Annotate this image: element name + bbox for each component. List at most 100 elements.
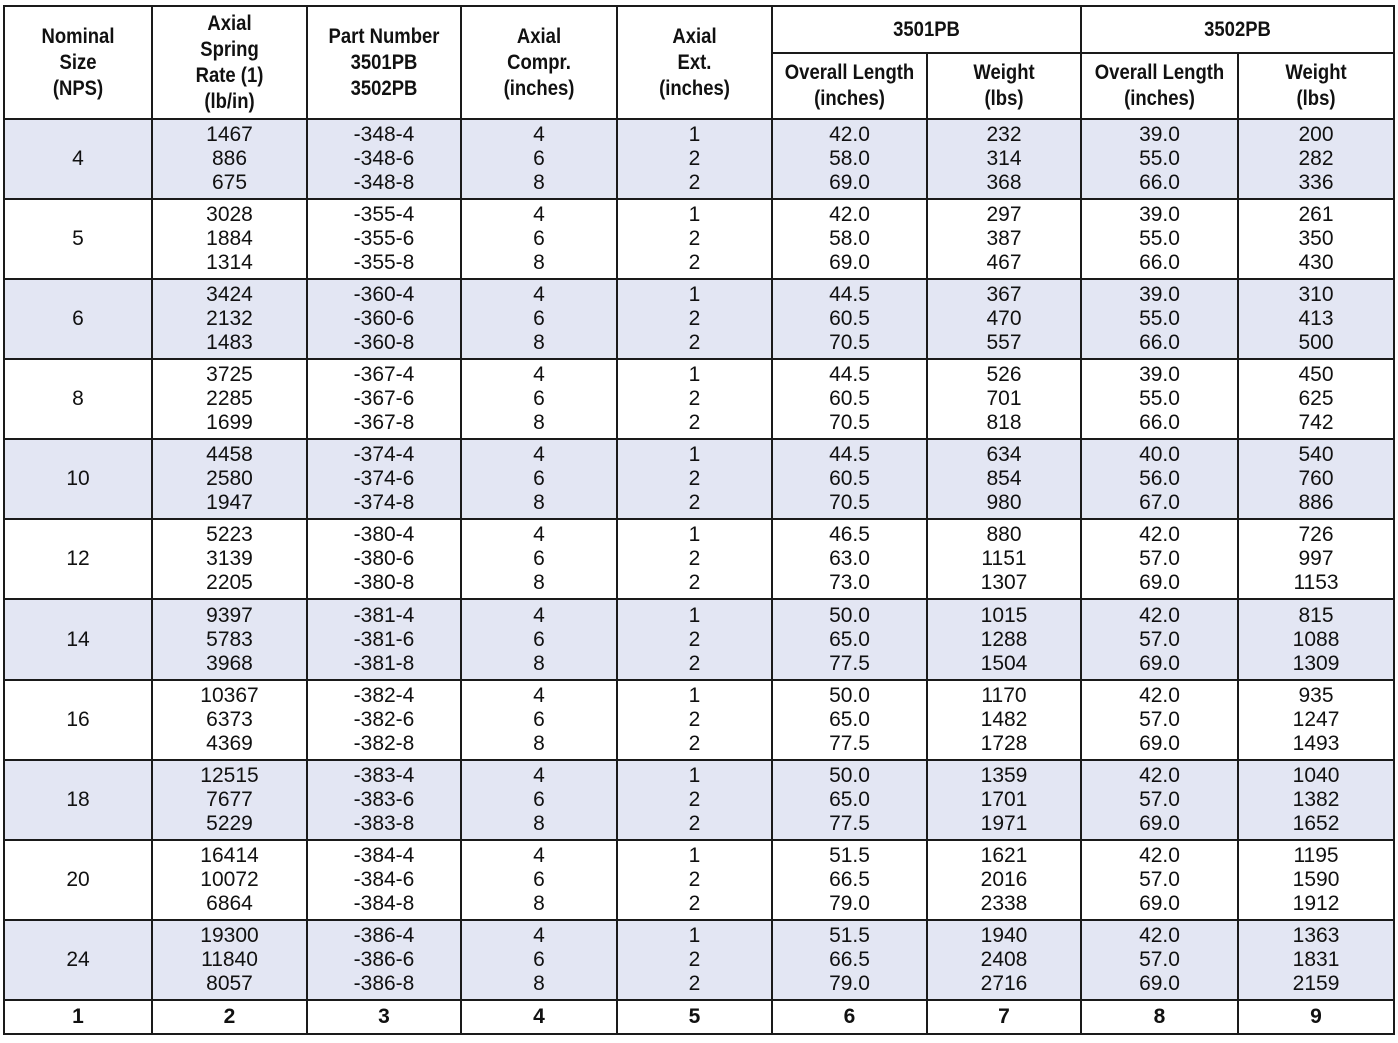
overall-length-3502-cell: 39.0 55.0 66.0 [1080,198,1240,281]
weight-3501-cell: 526 701 818 [925,358,1083,441]
weight-3501-cell: 1170 1482 1728 [925,678,1083,761]
weight-3502-cell: 1195 1590 1912 [1237,838,1396,921]
size-cell: 5 [3,198,153,281]
size-cell: 10 [3,438,153,521]
spring-rate-cell: 10367 6373 4369 [151,678,308,761]
size-cell: 12 [3,518,153,601]
header-3501-overall-length: Overall Length (inches) [780,52,919,120]
part-number-cell: -384-4 -384-6 -384-8 [306,838,462,921]
header-spring-rate: Axial Spring Rate (1) (lb/in) [160,5,299,120]
spring-rate-cell: 9397 5783 3968 [151,598,308,681]
header-nominal-size: Nominal Size (NPS) [11,5,144,120]
overall-length-3501-cell: 42.0 58.0 69.0 [771,117,928,201]
part-number-cell: -374-4 -374-6 -374-8 [306,438,462,521]
weight-3501-cell: 367 470 557 [925,278,1083,361]
spring-rate-cell: 3424 2132 1483 [151,278,308,361]
part-number-cell: -367-4 -367-6 -367-8 [306,358,462,441]
header-group-3501pb: 3501PB [789,5,1064,54]
table-row: 8 3725 2285 1699 -367-4 -367-6 -367-8 4 6 8 1 2 2 44.… [3,358,1396,441]
header-axial-compr: Axial Compr. (inches) [469,5,609,120]
part-number-cell: -348-4 -348-6 -348-8 [306,117,462,201]
column-number-cell: 2 [151,999,308,1035]
table-row: 20 16414 10072 6864 -384-4 -384-6 -384-8 4 6 8 1 2 2… [3,838,1396,921]
size-cell: 6 [3,278,153,361]
part-number-cell: -360-4 -360-6 -360-8 [306,278,462,361]
weight-3501-cell: 880 1151 1307 [925,518,1083,601]
spring-rate-cell: 19300 11840 8057 [151,918,308,1002]
weight-3501-cell: 634 854 980 [925,438,1083,521]
weight-3501-cell: 1359 1701 1971 [925,758,1083,841]
header-3501-weight: Weight (lbs) [935,52,1073,120]
overall-length-3501-cell: 44.5 60.5 70.5 [771,358,928,441]
overall-length-3501-cell: 46.5 63.0 73.0 [771,518,928,601]
column-number-cell: 5 [616,999,773,1035]
table-row: 4 1467 886 675 -348-4 -348-6 -348-8 4 6 8 1 2 2 42.0 5… [3,117,1396,201]
header-3502-weight: Weight (lbs) [1246,52,1386,120]
weight-3502-cell: 815 1088 1309 [1237,598,1396,681]
overall-length-3501-cell: 51.5 66.5 79.0 [771,838,928,921]
spec-table: Nominal Size (NPS) Axial Spring Rate (1) (lb/… [3,5,1396,1035]
weight-3502-cell: 1363 1831 2159 [1237,918,1396,1002]
table-row: 16 10367 6373 4369 -382-4 -382-6 -382-8 4 6 8 1 2 2 5… [3,678,1396,761]
spring-rate-cell: 16414 10072 6864 [151,838,308,921]
spring-rate-cell: 3028 1884 1314 [151,198,308,281]
weight-3502-cell: 310 413 500 [1237,278,1396,361]
weight-3502-cell: 200 282 336 [1237,117,1396,201]
table-row: 10 4458 2580 1947 -374-4 -374-6 -374-8 4 6 8 1 2 2 44… [3,438,1396,521]
size-cell: 8 [3,358,153,441]
table-row: 14 9397 5783 3968 -381-4 -381-6 -381-8 4 6 8 1 2 2 50… [3,598,1396,681]
size-cell: 20 [3,838,153,921]
spring-rate-cell: 3725 2285 1699 [151,358,308,441]
column-number-cell: 1 [3,999,153,1035]
weight-3501-cell: 232 314 368 [925,117,1083,201]
table-row: 18 12515 7677 5229 -383-4 -383-6 -383-8 4 6 8 1 2 2 5… [3,758,1396,841]
weight-3501-cell: 1621 2016 2338 [925,838,1083,921]
overall-length-3502-cell: 42.0 57.0 69.0 [1080,678,1240,761]
overall-length-3502-cell: 42.0 57.0 69.0 [1080,758,1240,841]
header-part-number: Part Number 3501PB 3502PB [315,5,453,120]
overall-length-3501-cell: 51.5 66.5 79.0 [771,918,928,1002]
table-row: 12 5223 3139 2205 -380-4 -380-6 -380-8 4 6 8 1 2 2 46… [3,518,1396,601]
part-number-cell: -382-4 -382-6 -382-8 [306,678,462,761]
size-cell: 4 [3,117,153,201]
size-cell: 14 [3,598,153,681]
column-number-cell: 6 [771,999,928,1035]
overall-length-3501-cell: 50.0 65.0 77.5 [771,678,928,761]
column-number-cell: 3 [306,999,462,1035]
weight-3502-cell: 261 350 430 [1237,198,1396,281]
size-cell: 24 [3,918,153,1002]
weight-3502-cell: 935 1247 1493 [1237,678,1396,761]
overall-length-3502-cell: 42.0 57.0 69.0 [1080,838,1240,921]
overall-length-3501-cell: 50.0 65.0 77.5 [771,758,928,841]
spring-rate-cell: 4458 2580 1947 [151,438,308,521]
part-number-cell: -386-4 -386-6 -386-8 [306,918,462,1002]
overall-length-3502-cell: 42.0 57.0 69.0 [1080,918,1240,1002]
weight-3501-cell: 1015 1288 1504 [925,598,1083,681]
column-number-cell: 8 [1080,999,1240,1035]
weight-3501-cell: 297 387 467 [925,198,1083,281]
overall-length-3501-cell: 50.0 65.0 77.5 [771,598,928,681]
table-body: 4 1467 886 675 -348-4 -348-6 -348-8 4 6 8 1 2 2 42.0 5… [3,117,1396,1002]
column-number-cell: 7 [925,999,1083,1035]
overall-length-3502-cell: 40.0 56.0 67.0 [1080,438,1240,521]
part-number-cell: -381-4 -381-6 -381-8 [306,598,462,681]
weight-3502-cell: 1040 1382 1652 [1237,758,1396,841]
spring-rate-cell: 1467 886 675 [151,117,308,201]
spring-rate-cell: 5223 3139 2205 [151,518,308,601]
